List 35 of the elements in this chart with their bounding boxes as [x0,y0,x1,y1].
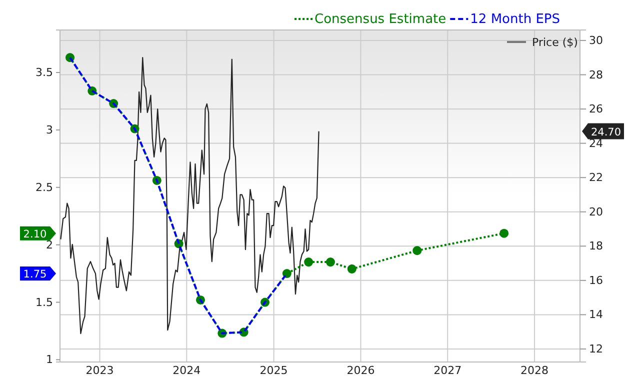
y2-tick-label: 28 [589,68,603,82]
point [500,228,509,238]
y2-tick-label: 16 [589,274,603,287]
y2-tick-label: 22 [589,171,603,184]
x-tick-label: 2023 [86,364,114,377]
legend-label: Consensus Estimate [314,12,446,27]
point [282,269,292,278]
text: 24.70 [590,126,622,138]
y2-tick-label: 18 [589,240,603,253]
y2-tick-label: 12 [589,342,603,356]
y-tick-label: 2.5 [36,180,53,194]
y2-tick-label: 26 [589,102,603,116]
point [326,258,335,267]
x-tick-label: 2024 [172,364,201,377]
point [412,246,422,256]
y-tick-label: 3.5 [36,66,53,80]
y2-tick-label: 20 [589,205,603,218]
text: 1.75 [23,268,47,281]
text: 2.10 [23,228,47,240]
y-tick-label: 1 [46,353,53,366]
point [347,264,356,274]
x-tick-label: 2026 [346,364,375,377]
y2-tick-label: 30 [589,34,603,47]
legend-label: 12 Month EPS [470,12,560,27]
y2-tick-label: 24 [589,136,603,150]
y-tick-label: 2 [46,238,53,252]
y-tick-label: 1.5 [36,296,53,309]
y2-tick-label: 14 [589,308,603,322]
x-tick-label: 2027 [434,364,462,377]
x-tick-label: 2025 [260,364,288,377]
x-tick-label: 2028 [520,364,549,377]
text: Price ($) [532,36,578,49]
point [304,258,314,267]
line-series [60,57,320,334]
y-tick-label: 3 [46,123,53,136]
